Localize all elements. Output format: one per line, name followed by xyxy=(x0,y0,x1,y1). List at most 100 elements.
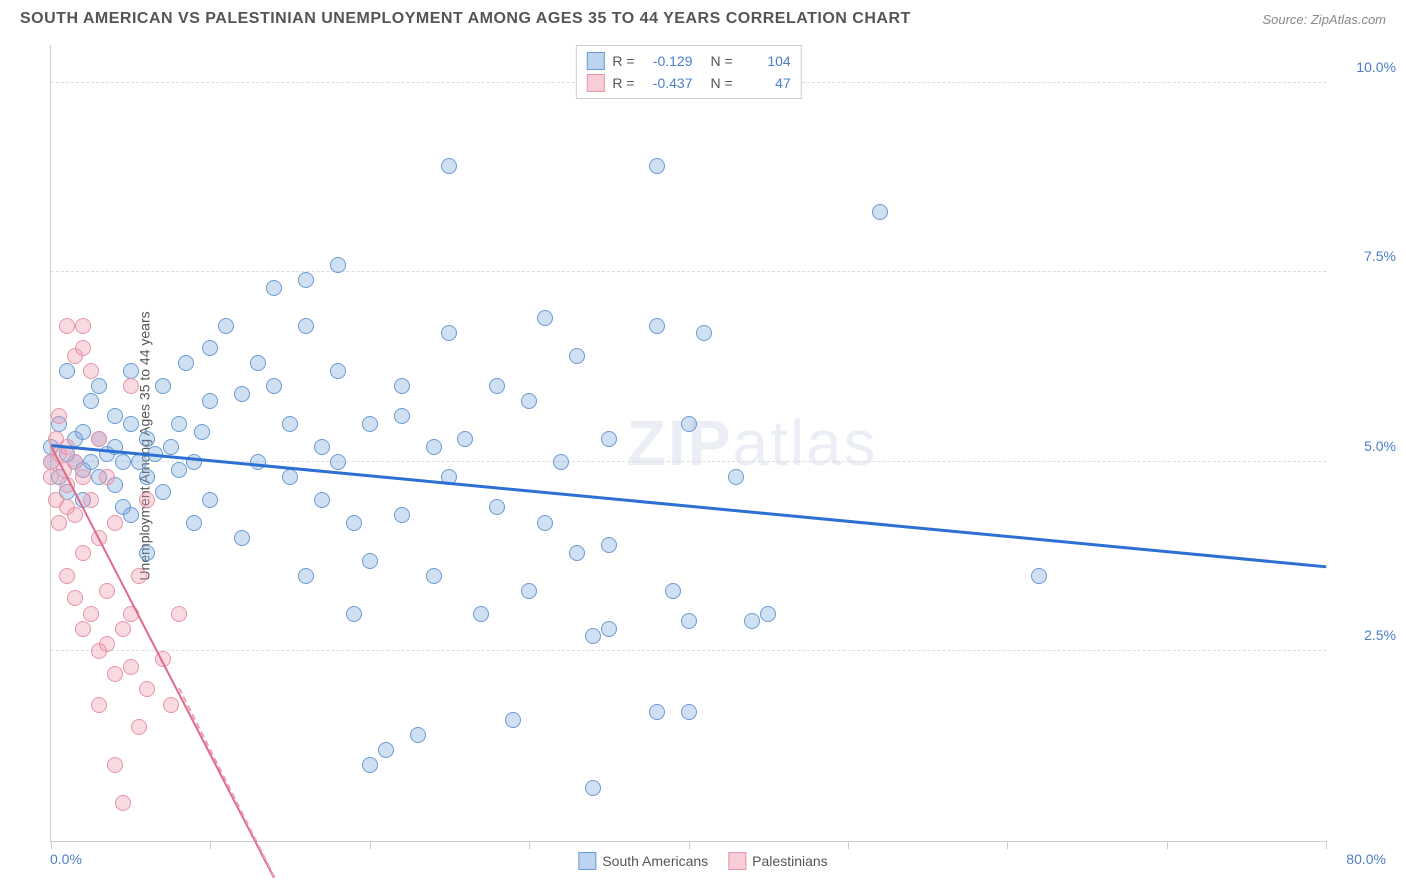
data-point xyxy=(123,378,139,394)
data-point xyxy=(521,583,537,599)
data-point xyxy=(585,780,601,796)
x-tick xyxy=(529,841,530,849)
data-point xyxy=(75,621,91,637)
legend-item: Palestinians xyxy=(728,852,828,870)
data-point xyxy=(186,515,202,531)
data-point xyxy=(75,318,91,334)
data-point xyxy=(83,606,99,622)
data-point xyxy=(537,310,553,326)
data-point xyxy=(649,158,665,174)
data-point xyxy=(107,666,123,682)
legend-label: South Americans xyxy=(602,853,708,869)
data-point xyxy=(234,530,250,546)
data-point xyxy=(728,469,744,485)
x-tick xyxy=(1326,841,1327,849)
data-point xyxy=(250,355,266,371)
data-point xyxy=(681,704,697,720)
data-point xyxy=(75,340,91,356)
data-point xyxy=(760,606,776,622)
x-axis-min-label: 0.0% xyxy=(50,851,82,867)
data-point xyxy=(250,454,266,470)
data-point xyxy=(99,636,115,652)
data-point xyxy=(601,431,617,447)
data-point xyxy=(171,416,187,432)
gridline xyxy=(51,271,1326,272)
data-point xyxy=(314,492,330,508)
data-point xyxy=(139,492,155,508)
data-point xyxy=(649,704,665,720)
r-value: -0.437 xyxy=(643,75,693,91)
data-point xyxy=(202,492,218,508)
data-point xyxy=(67,507,83,523)
legend-stat-row: R =-0.437N =47 xyxy=(586,72,790,94)
data-point xyxy=(234,386,250,402)
data-point xyxy=(107,515,123,531)
n-value: 104 xyxy=(741,53,791,69)
chart-plot-area: ZIPatlas R =-0.129N =104R =-0.437N =47 2… xyxy=(50,45,1326,842)
data-point xyxy=(163,697,179,713)
data-point xyxy=(282,416,298,432)
data-point xyxy=(155,484,171,500)
data-point xyxy=(91,431,107,447)
y-tick-label: 7.5% xyxy=(1336,248,1396,264)
legend-swatch xyxy=(728,852,746,870)
data-point xyxy=(394,507,410,523)
y-tick-label: 2.5% xyxy=(1336,627,1396,643)
data-point xyxy=(298,272,314,288)
data-point xyxy=(521,393,537,409)
data-point xyxy=(218,318,234,334)
chart-title: SOUTH AMERICAN VS PALESTINIAN UNEMPLOYME… xyxy=(20,10,911,28)
watermark: ZIPatlas xyxy=(627,406,878,480)
data-point xyxy=(139,431,155,447)
data-point xyxy=(314,439,330,455)
data-point xyxy=(67,454,83,470)
data-point xyxy=(115,795,131,811)
data-point xyxy=(155,378,171,394)
data-point xyxy=(441,158,457,174)
data-point xyxy=(505,712,521,728)
data-point xyxy=(59,568,75,584)
data-point xyxy=(426,568,442,584)
data-point xyxy=(139,545,155,561)
data-point xyxy=(59,318,75,334)
data-point xyxy=(107,757,123,773)
data-point xyxy=(171,462,187,478)
data-point xyxy=(91,378,107,394)
data-point xyxy=(75,424,91,440)
data-point xyxy=(601,537,617,553)
data-point xyxy=(330,454,346,470)
data-point xyxy=(426,439,442,455)
legend-item: South Americans xyxy=(578,852,708,870)
n-label: N = xyxy=(711,75,733,91)
x-tick xyxy=(689,841,690,849)
data-point xyxy=(59,363,75,379)
data-point xyxy=(553,454,569,470)
legend-stats-box: R =-0.129N =104R =-0.437N =47 xyxy=(575,45,801,99)
data-point xyxy=(83,363,99,379)
legend-label: Palestinians xyxy=(752,853,828,869)
data-point xyxy=(362,553,378,569)
trend-line xyxy=(51,444,1326,568)
data-point xyxy=(139,469,155,485)
x-tick xyxy=(1007,841,1008,849)
data-point xyxy=(131,454,147,470)
data-point xyxy=(473,606,489,622)
data-point xyxy=(649,318,665,334)
data-point xyxy=(410,727,426,743)
data-point xyxy=(298,568,314,584)
data-point xyxy=(346,606,362,622)
data-point xyxy=(394,408,410,424)
data-point xyxy=(1031,568,1047,584)
data-point xyxy=(378,742,394,758)
data-point xyxy=(457,431,473,447)
data-point xyxy=(131,568,147,584)
data-point xyxy=(123,507,139,523)
data-point xyxy=(362,416,378,432)
data-point xyxy=(163,439,179,455)
data-point xyxy=(123,416,139,432)
data-point xyxy=(99,583,115,599)
data-point xyxy=(489,378,505,394)
data-point xyxy=(696,325,712,341)
data-point xyxy=(569,545,585,561)
source-label: Source: ZipAtlas.com xyxy=(1262,12,1386,27)
